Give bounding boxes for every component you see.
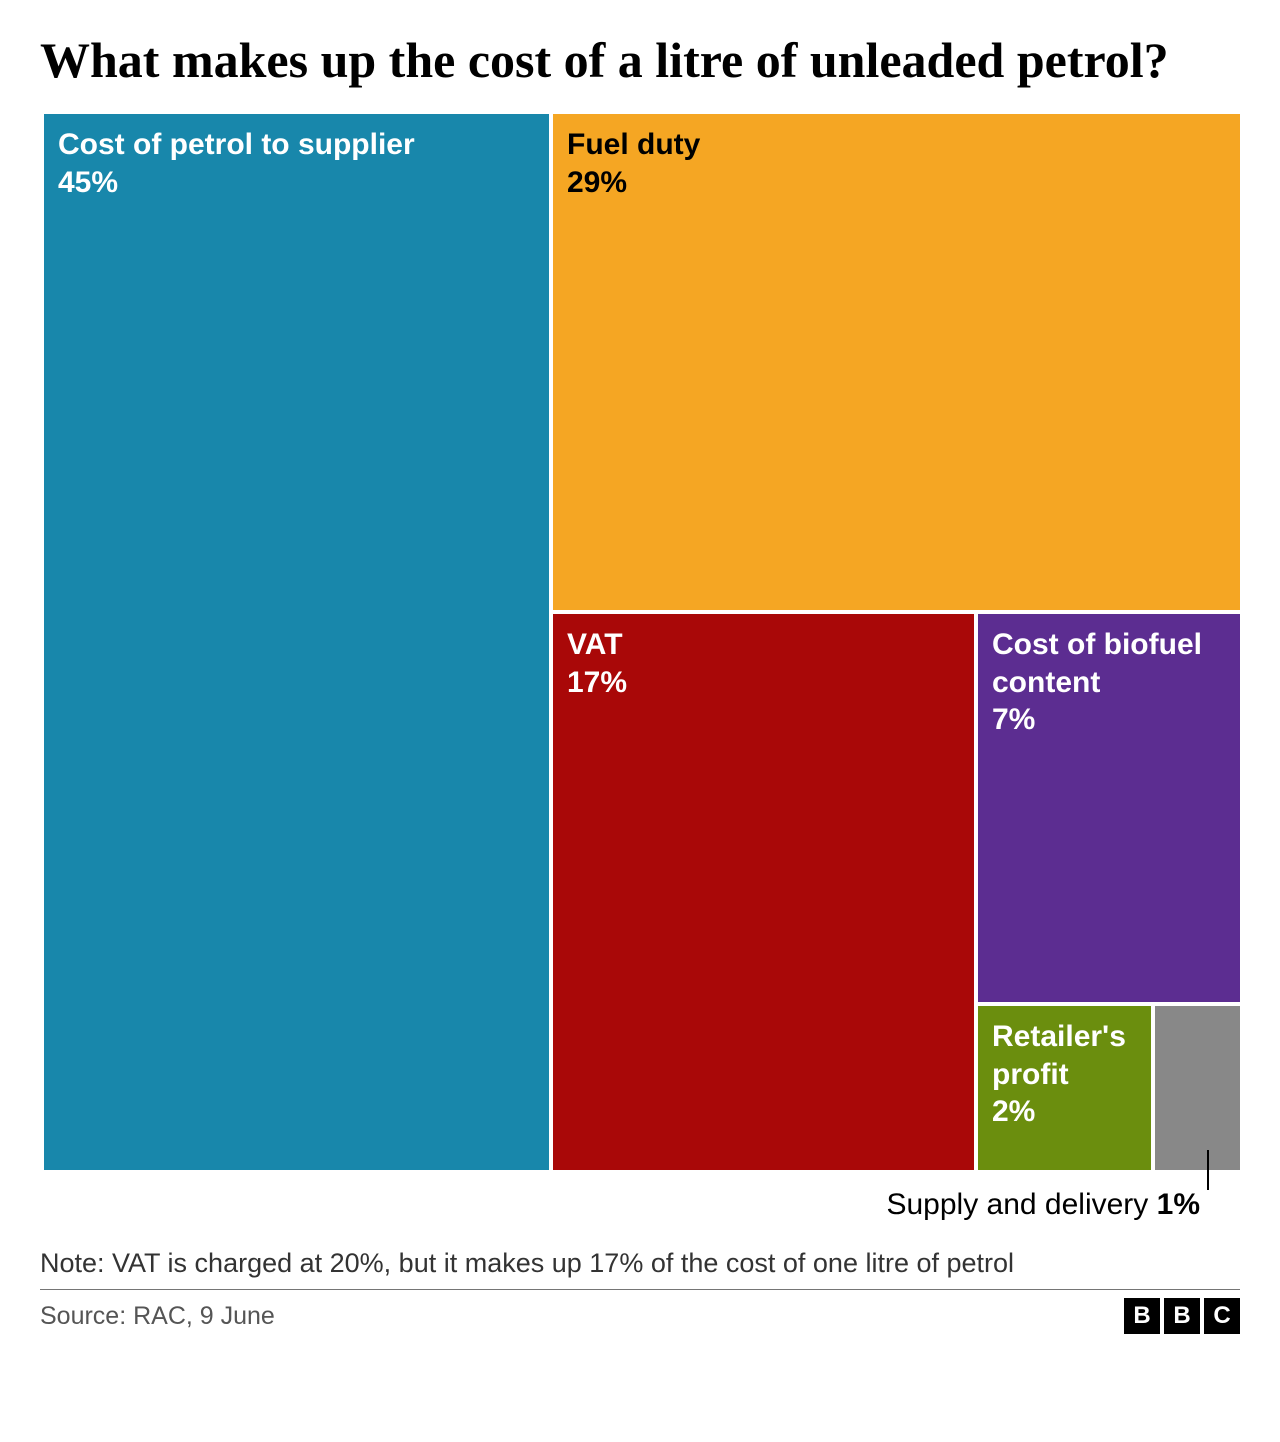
chart-title: What makes up the cost of a litre of unl… bbox=[40, 30, 1240, 90]
treemap-cell-label: VAT17% bbox=[553, 614, 974, 713]
treemap: Cost of petrol to supplier45%Fuel duty29… bbox=[40, 110, 1240, 1170]
treemap-cell-label: Fuel duty29% bbox=[553, 114, 1240, 213]
treemap-cell-label: Cost of biofuel content7% bbox=[978, 614, 1240, 751]
bbc-block-2: B bbox=[1164, 1298, 1200, 1334]
source-text: Source: RAC, 9 June bbox=[40, 1302, 275, 1331]
footer: Source: RAC, 9 June B B C bbox=[40, 1298, 1240, 1334]
treemap-cell: Retailer's profit2% bbox=[976, 1004, 1153, 1172]
bbc-block-1: B bbox=[1124, 1298, 1160, 1334]
callout-line bbox=[1207, 1150, 1209, 1190]
footer-rule bbox=[40, 1289, 1240, 1290]
treemap-cell-label: Cost of petrol to supplier45% bbox=[44, 114, 549, 213]
treemap-cell: Cost of biofuel content7% bbox=[976, 612, 1242, 1004]
bbc-block-3: C bbox=[1204, 1298, 1240, 1334]
treemap-cell: Fuel duty29% bbox=[551, 112, 1242, 612]
treemap-cell bbox=[1153, 1004, 1242, 1172]
chart-note: Note: VAT is charged at 20%, but it make… bbox=[40, 1248, 1240, 1279]
treemap-cell: VAT17% bbox=[551, 612, 976, 1172]
treemap-cell: Cost of petrol to supplier45% bbox=[42, 112, 551, 1172]
bbc-logo: B B C bbox=[1124, 1298, 1240, 1334]
treemap-cell-label: Retailer's profit2% bbox=[978, 1006, 1151, 1143]
callout-label: Supply and delivery 1% bbox=[886, 1188, 1200, 1222]
treemap-wrap: Cost of petrol to supplier45%Fuel duty29… bbox=[40, 110, 1240, 1240]
